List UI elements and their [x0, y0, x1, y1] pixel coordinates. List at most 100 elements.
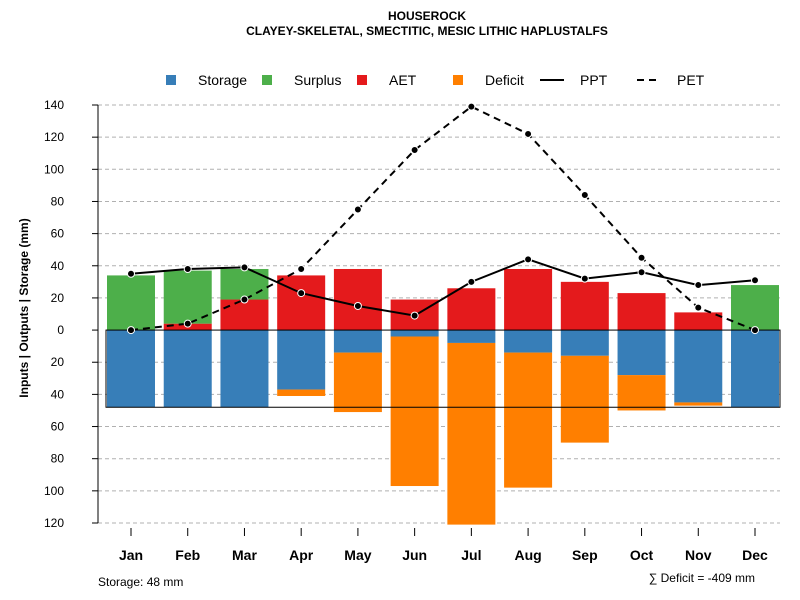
x-tick-label: Oct: [630, 547, 654, 563]
x-tick-label: Jan: [119, 547, 143, 563]
x-tick-label: Dec: [742, 547, 768, 563]
pet-point: [240, 295, 249, 304]
y-axis-label: Inputs | Outputs | Storage (mm): [17, 218, 31, 397]
x-tick-label: Jul: [461, 547, 481, 563]
deficit-bar: [617, 375, 666, 411]
y-tick-label: 40: [51, 259, 65, 273]
chart-legend: Storage Surplus AET Deficit PPT PET: [166, 72, 705, 88]
pet-point: [410, 146, 419, 155]
y-tick-label: 40: [51, 387, 65, 401]
pet-point: [297, 264, 306, 273]
ppt-point: [580, 274, 589, 283]
storage-bar: [107, 330, 155, 408]
x-tick-label: Feb: [175, 547, 200, 563]
x-tick-label: Mar: [232, 547, 257, 563]
ppt-point: [637, 268, 646, 277]
surplus-bar: [731, 285, 779, 331]
legend-swatch: [453, 75, 463, 85]
storage-bar: [277, 330, 326, 390]
deficit-footer: ∑ Deficit = -409 mm: [649, 571, 755, 585]
axes-layer: 140 120 100 80 60 40 20 0 20 40 60 80 100 120 Jan Feb Ma…: [44, 98, 768, 563]
deficit-bar: [504, 352, 553, 488]
aet-bar: [504, 268, 553, 331]
storage-footer: Storage: 48 mm: [98, 575, 183, 589]
aet-bar: [220, 299, 269, 331]
surplus-bar: [163, 270, 212, 324]
ppt-point: [751, 276, 759, 285]
deficit-bar: [277, 389, 326, 396]
pet-point: [127, 326, 135, 335]
aet-bar: [447, 288, 496, 331]
aet-bar: [560, 281, 609, 331]
ppt-point: [240, 263, 249, 272]
legend-label: PET: [677, 72, 705, 88]
y-tick-label: 80: [51, 452, 65, 466]
y-tick-label: 100: [44, 484, 64, 498]
storage-bar: [390, 330, 439, 337]
ppt-point: [353, 301, 362, 310]
y-tick-label: 20: [51, 355, 65, 369]
storage-bar: [220, 330, 269, 408]
chart-subtitle: CLAYEY-SKELETAL, SMECTITIC, MESIC LITHIC…: [246, 24, 608, 38]
legend-swatch: [166, 75, 176, 85]
deficit-bar: [560, 355, 609, 443]
legend-label: Storage: [198, 72, 247, 88]
storage-bar: [731, 330, 779, 408]
storage-bar: [674, 330, 723, 403]
x-tick-label: Sep: [572, 547, 598, 563]
ppt-point: [297, 289, 306, 298]
lines-layer: [127, 102, 759, 335]
y-tick-label: 140: [44, 98, 64, 112]
pet-point: [183, 319, 192, 328]
ppt-point: [410, 311, 419, 320]
y-tick-label: 100: [44, 162, 64, 176]
y-tick-label: 20: [51, 291, 65, 305]
x-tick-label: Aug: [514, 547, 541, 563]
deficit-bar: [674, 402, 723, 406]
surplus-bar: [220, 268, 269, 300]
ppt-point: [524, 255, 533, 264]
aet-bar: [617, 293, 666, 331]
storage-bar: [447, 330, 496, 343]
pet-point: [580, 191, 589, 200]
y-tick-label: 60: [51, 420, 65, 434]
pet-point: [353, 205, 362, 214]
pet-point: [467, 102, 476, 111]
ppt-point: [127, 269, 135, 278]
bars-layer: [105, 268, 781, 525]
y-tick-label: 0: [57, 323, 64, 337]
y-tick-label: 120: [44, 516, 64, 530]
legend-swatch: [262, 75, 272, 85]
deficit-bar: [333, 352, 382, 413]
surplus-bar: [107, 275, 155, 331]
legend-label: PPT: [580, 72, 608, 88]
x-tick-label: Jun: [402, 547, 427, 563]
x-tick-label: Apr: [289, 547, 314, 563]
storage-bar: [504, 330, 553, 353]
y-tick-label: 120: [44, 130, 64, 144]
grid-lines: [98, 104, 780, 524]
aet-bar: [674, 312, 723, 331]
ppt-point: [183, 264, 192, 273]
pet-point: [694, 303, 703, 312]
storage-bar: [560, 330, 609, 356]
ppt-point: [467, 277, 476, 286]
aet-bar: [333, 268, 382, 331]
storage-bar: [333, 330, 382, 353]
legend-label: AET: [389, 72, 417, 88]
deficit-bar: [390, 336, 439, 487]
y-tick-label: 80: [51, 194, 65, 208]
deficit-bar: [447, 342, 496, 525]
pet-line: [130, 105, 756, 332]
storage-capacity-box: [105, 329, 781, 408]
ppt-line: [130, 258, 756, 317]
storage-bar: [617, 330, 666, 376]
legend-label: Deficit: [485, 72, 524, 88]
pet-point: [751, 326, 759, 335]
legend-label: Surplus: [294, 72, 341, 88]
y-tick-label: 60: [51, 227, 65, 241]
legend-swatch: [357, 75, 367, 85]
pet-point: [524, 129, 533, 138]
x-tick-label: May: [344, 547, 371, 563]
